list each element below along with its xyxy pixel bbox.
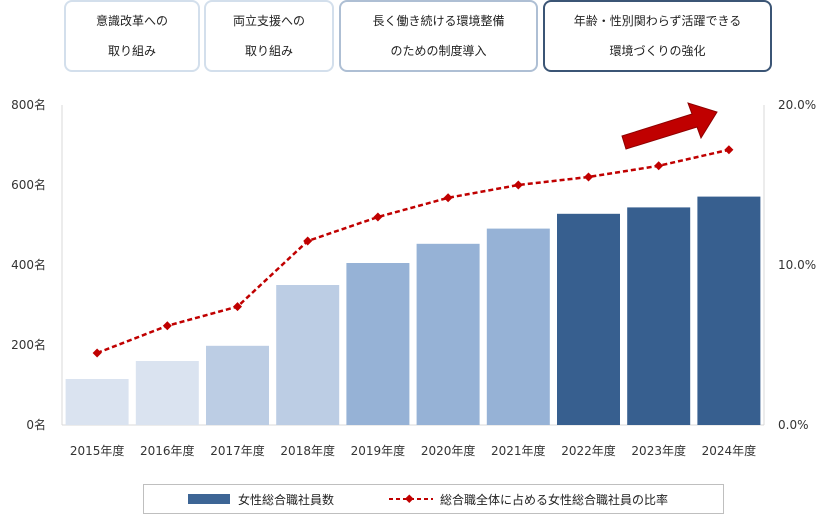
x-tick-label: 2023年度: [631, 443, 686, 458]
bar-2015年度: [65, 379, 129, 425]
left-tick-label: 0名: [26, 417, 46, 432]
bar-2020年度: [416, 243, 480, 425]
ratio-point-2021年度: [513, 180, 523, 190]
right-tick-label: 10.0%: [778, 258, 816, 272]
phase-1-line-2: 取り組み: [107, 44, 156, 58]
bar-2022年度: [557, 213, 620, 425]
ratio-line: [96, 148, 730, 355]
right-tick-label: 20.0%: [778, 98, 816, 112]
ratio-point-2022年度: [584, 172, 593, 182]
bar-2023年度: [627, 207, 691, 425]
phase-4-line-2: 環境づくりの強化: [609, 44, 706, 58]
bar-2017年度: [206, 345, 269, 425]
trend-arrow-icon: [621, 102, 718, 150]
ratio-point-2019年度: [373, 212, 383, 222]
left-tick-label: 600名: [11, 177, 46, 192]
legend-bar-label: 女性総合職社員数: [238, 492, 335, 507]
bar-2016年度: [135, 361, 199, 425]
phase-box-1: 意識改革への 取り組み: [64, 0, 200, 72]
phase-box-2: 両立支援への 取り組み: [204, 0, 334, 72]
ratio-point-2024年度: [724, 145, 734, 155]
left-tick-label: 400名: [11, 257, 46, 272]
legend-bar-swatch: [188, 494, 230, 504]
x-tick-label: 2024年度: [702, 443, 757, 458]
x-tick-label: 2018年度: [280, 443, 335, 458]
legend-item-line: 総合職全体に占める女性総合職社員の比率: [388, 485, 668, 513]
ratio-point-2020年度: [443, 193, 453, 203]
phase-box-4: 年齢・性別関わらず活躍できる 環境づくりの強化: [543, 0, 772, 72]
right-tick-label: 0.0%: [778, 418, 809, 432]
left-tick-label: 800名: [11, 97, 46, 112]
bar-2019年度: [346, 263, 410, 425]
ratio-point-2015年度: [92, 348, 102, 358]
bar-2021年度: [486, 228, 550, 425]
x-tick-label: 2016年度: [140, 443, 195, 458]
x-tick-label: 2020年度: [421, 443, 476, 458]
x-tick-label: 2019年度: [351, 443, 406, 458]
phase-2-line-1: 両立支援への: [232, 14, 305, 28]
chart-legend: 女性総合職社員数 総合職全体に占める女性総合職社員の比率: [143, 484, 724, 514]
phase-4-line-1: 年齢・性別関わらず活躍できる: [573, 14, 742, 28]
x-tick-label: 2017年度: [210, 443, 265, 458]
ratio-point-2016年度: [162, 321, 172, 331]
x-tick-label: 2015年度: [70, 443, 125, 458]
phase-box-3: 長く働き続ける環境整備 のための制度導入: [339, 0, 538, 72]
phase-3-line-2: のための制度導入: [390, 44, 487, 58]
x-tick-label: 2021年度: [491, 443, 546, 458]
ratio-point-2018年度: [303, 236, 313, 246]
legend-line-swatch: [389, 494, 433, 503]
legend-line-label: 総合職全体に占める女性総合職社員の比率: [440, 492, 669, 507]
legend-item-bar: 女性総合職社員数: [188, 485, 334, 513]
phase-3-line-1: 長く働き続ける環境整備: [372, 14, 505, 28]
bar-2024年度: [697, 196, 761, 425]
ratio-point-2023年度: [654, 161, 664, 171]
phase-2-line-2: 取り組み: [244, 44, 293, 58]
x-tick-label: 2022年度: [561, 443, 616, 458]
phase-1-line-1: 意識改革への: [95, 14, 168, 28]
bar-line-chart: 0名 200名 400名 600名 800名 0.0% 10.0% 20.0% 2015年度 20…: [11, 97, 816, 458]
bar-2018年度: [276, 285, 340, 425]
ratio-point-2017年度: [233, 302, 242, 312]
left-tick-label: 200名: [11, 337, 46, 352]
